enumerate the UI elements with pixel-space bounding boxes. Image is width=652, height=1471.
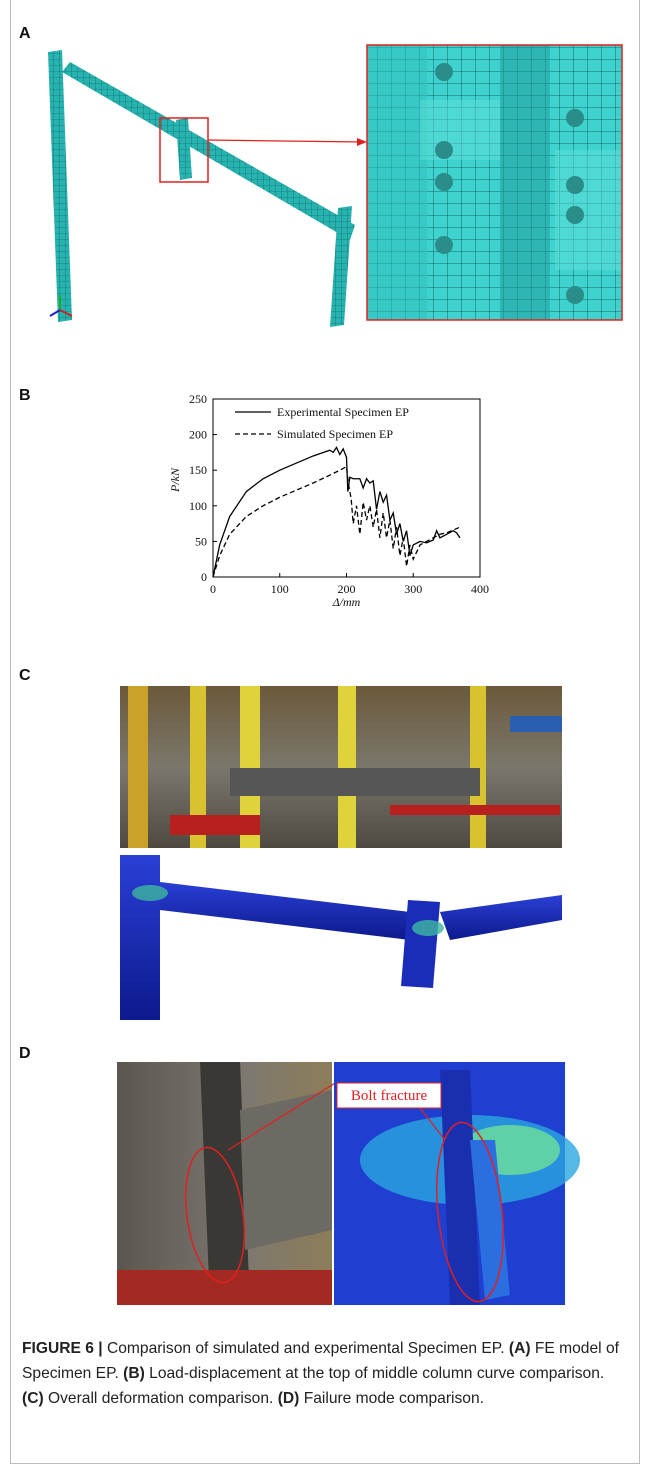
figure: A B 0 100 200 300 400 0 50 100 150 200 250 Δ/mm P/kN… [0,0,652,1330]
caption-text: Comparison of simulated and experimental… [107,1340,505,1357]
caption-label: FIGURE 6 | [22,1340,103,1357]
panel-label: B [19,387,31,404]
y-axis-label: P/kN [168,467,182,493]
y-tick-label: 250 [189,392,207,406]
legend-label: Experimental Specimen EP [277,405,409,419]
caption-label: (A) [509,1340,531,1357]
y-tick-label: 0 [201,570,207,584]
caption-text: Failure mode comparison. [304,1390,484,1407]
y-tick-label: 200 [189,428,207,442]
fe-model [48,45,622,327]
failure-photo [117,1062,340,1305]
x-tick-label: 400 [471,582,489,596]
test-photo [120,686,562,848]
series-line [213,447,460,577]
x-tick-label: 0 [210,582,216,596]
caption-text: Load-displacement at the top of middle c… [149,1365,604,1382]
y-tick-label: 50 [195,534,207,548]
panel-label: C [19,667,31,684]
x-tick-label: 300 [404,582,422,596]
plot-frame [213,399,480,577]
fe-deformation [120,855,562,1020]
annotation: Bolt fracture [351,1088,428,1104]
x-tick-label: 100 [271,582,289,596]
page: A B 0 100 200 300 400 0 50 100 150 200 250 Δ/mm P/kN… [0,0,652,1471]
fe-failure: Bolt fracture [334,1062,580,1305]
caption-text: Overall deformation comparison. [48,1390,273,1407]
caption-label: (D) [278,1390,300,1407]
panel-label: D [19,1045,31,1062]
y-tick-label: 100 [189,499,207,513]
series-line [213,467,460,577]
x-tick-label: 200 [338,582,356,596]
caption: FIGURE 6 | Comparison of simulated and e… [22,1336,622,1411]
caption-label: (B) [123,1365,145,1382]
chart: 0 100 200 300 400 0 50 100 150 200 250 Δ/mm P/kN Expe… [168,392,489,609]
panel-label: A [19,25,31,42]
caption-label: (C) [22,1390,44,1407]
legend-label: Simulated Specimen EP [277,427,393,441]
y-tick-label: 150 [189,463,207,477]
x-axis-label: Δ/mm [332,595,361,609]
